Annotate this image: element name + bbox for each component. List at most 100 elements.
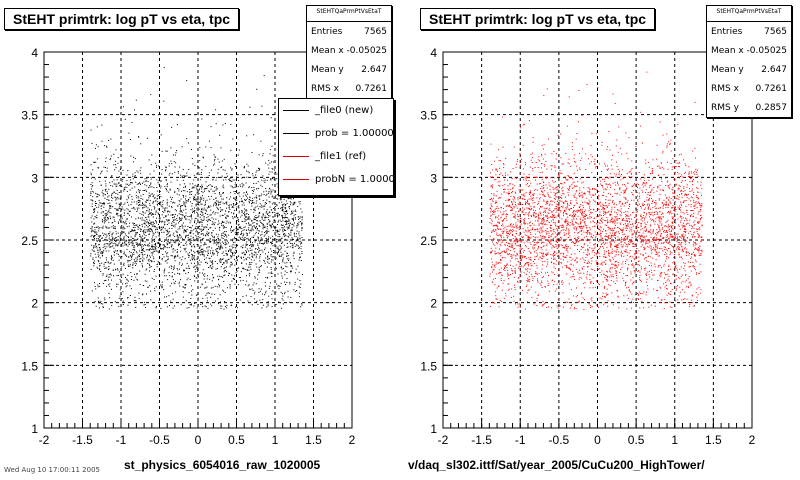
- data-point: [148, 216, 150, 218]
- data-point: [124, 244, 126, 246]
- data-point: [541, 249, 543, 251]
- data-point: [156, 242, 158, 244]
- data-point: [256, 226, 257, 228]
- data-point: [579, 205, 581, 207]
- data-point: [697, 247, 699, 249]
- data-point: [173, 201, 175, 203]
- data-point: [281, 197, 282, 199]
- data-point: [142, 202, 143, 204]
- data-point: [255, 182, 257, 184]
- data-point: [222, 247, 224, 249]
- data-point: [203, 219, 205, 221]
- data-point: [697, 202, 699, 204]
- data-point: [195, 223, 197, 225]
- data-point: [165, 239, 167, 241]
- data-point: [93, 262, 95, 264]
- data-point: [258, 230, 260, 232]
- data-point: [184, 190, 186, 192]
- data-point: [217, 243, 219, 245]
- data-point: [491, 193, 493, 195]
- data-point: [207, 235, 209, 237]
- data-point: [102, 251, 103, 253]
- data-point: [155, 286, 157, 288]
- data-point: [255, 240, 257, 241]
- data-point: [622, 230, 623, 232]
- data-point: [275, 266, 277, 268]
- data-point: [274, 206, 276, 207]
- data-point: [106, 285, 108, 287]
- data-point: [217, 172, 219, 174]
- data-point: [144, 222, 146, 224]
- data-point: [164, 240, 165, 242]
- data-point: [197, 268, 199, 270]
- data-point: [103, 202, 105, 204]
- data-point: [253, 254, 255, 256]
- data-point: [500, 193, 502, 195]
- data-point: [613, 230, 615, 231]
- data-point: [607, 211, 609, 213]
- data-point: [196, 192, 198, 194]
- data-point: [90, 255, 92, 257]
- data-point: [589, 189, 591, 190]
- data-point: [98, 307, 100, 309]
- data-point: [119, 278, 121, 280]
- data-point: [595, 233, 597, 235]
- data-point: [543, 219, 545, 221]
- data-point: [188, 292, 190, 294]
- data-point: [223, 280, 225, 282]
- data-point: [138, 243, 140, 245]
- data-point: [260, 184, 262, 186]
- data-point: [107, 218, 109, 220]
- data-point: [234, 236, 235, 238]
- data-point: [185, 202, 187, 204]
- data-point: [211, 232, 213, 233]
- data-point: [92, 250, 94, 252]
- data-point: [146, 224, 147, 226]
- data-point: [147, 263, 149, 264]
- data-point: [609, 252, 611, 254]
- data-point: [202, 251, 203, 253]
- data-point: [106, 243, 108, 245]
- data-point: [168, 232, 170, 234]
- data-point: [256, 217, 257, 219]
- data-point: [266, 199, 268, 201]
- data-point: [189, 232, 191, 233]
- data-point: [248, 222, 250, 224]
- data-point: [101, 124, 103, 126]
- data-point: [209, 257, 211, 259]
- data-point: [250, 224, 252, 226]
- data-point: [268, 258, 270, 259]
- data-point: [529, 190, 531, 192]
- data-point: [557, 255, 558, 257]
- data-point: [251, 236, 253, 238]
- data-point: [293, 210, 295, 212]
- data-point: [249, 257, 251, 259]
- data-point: [530, 237, 532, 239]
- data-point: [118, 170, 120, 172]
- data-point: [268, 262, 270, 264]
- data-point: [143, 219, 145, 221]
- data-point: [258, 187, 260, 189]
- data-point: [631, 173, 632, 175]
- data-point: [285, 221, 287, 223]
- data-point: [282, 227, 284, 229]
- data-point: [223, 290, 225, 292]
- data-point: [119, 289, 121, 291]
- data-point: [299, 287, 301, 288]
- data-point: [572, 142, 573, 144]
- data-point: [689, 281, 691, 283]
- data-point: [253, 177, 255, 179]
- data-point: [138, 199, 140, 201]
- data-point: [169, 231, 171, 233]
- data-point: [293, 232, 295, 234]
- data-point: [239, 226, 241, 228]
- data-point: [128, 240, 130, 242]
- data-point: [152, 201, 154, 203]
- data-point: [153, 205, 155, 207]
- data-point: [132, 178, 134, 180]
- data-point: [222, 227, 224, 229]
- data-point: [271, 161, 272, 163]
- data-point: [261, 233, 263, 235]
- data-point: [255, 228, 257, 229]
- data-point: [605, 196, 607, 198]
